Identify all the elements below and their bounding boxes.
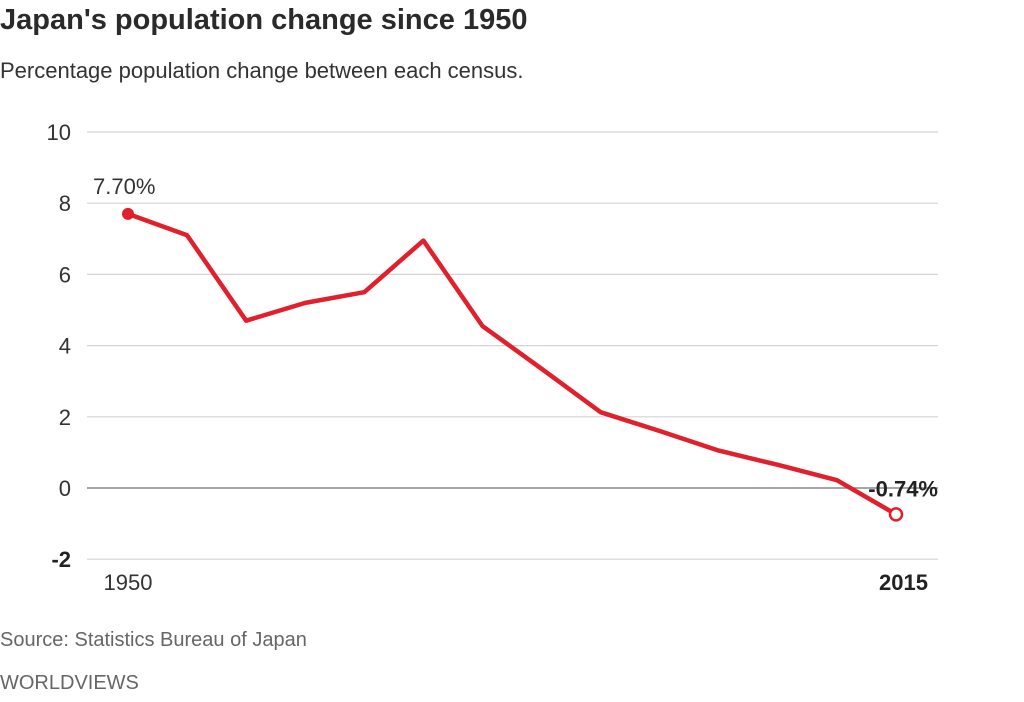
y-tick-label: 10 — [47, 120, 71, 145]
brand-label: WORLDVIEWS — [0, 672, 139, 694]
chart-title: Japan's population change since 1950 — [0, 4, 528, 36]
x-tick-label: 2015 — [879, 570, 928, 595]
y-tick-label: 2 — [59, 405, 71, 430]
series-line — [127, 211, 898, 517]
end-value-label: -0.74% — [868, 476, 938, 501]
start-marker — [122, 207, 134, 220]
source-note: Source: Statistics Bureau of Japan — [0, 629, 307, 651]
y-tick-label: 8 — [59, 191, 71, 216]
y-tick-label: 4 — [59, 334, 71, 359]
x-tick-label: 1950 — [104, 570, 153, 595]
chart-subtitle: Percentage population change between eac… — [0, 58, 524, 83]
y-tick-label: 6 — [59, 262, 71, 287]
y-tick-label: 0 — [59, 476, 71, 501]
end-marker — [888, 507, 904, 522]
start-value-label: 7.70% — [93, 174, 155, 199]
y-tick-label: -2 — [51, 547, 71, 572]
